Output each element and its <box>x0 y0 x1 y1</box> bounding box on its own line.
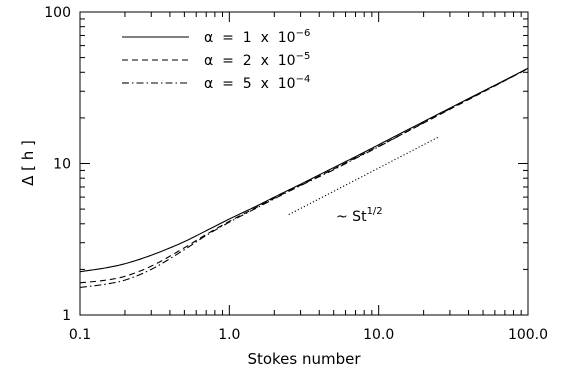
reference-annotation: ~ St1/2 <box>336 206 383 225</box>
y-tick-label: 1 <box>62 308 71 324</box>
y-tick-label: 10 <box>53 157 71 173</box>
legend-label: α = 1 x 10−6 <box>204 28 310 46</box>
x-tick-label: 1.0 <box>218 327 240 343</box>
axis-ticks: 0.1 1.0 10.0 100.0 1 10 100 <box>44 5 548 343</box>
series-line-2 <box>79 68 529 284</box>
y-axis-label: Δ [ h ] <box>19 140 37 186</box>
reference-exponent: 1/2 <box>367 206 383 217</box>
plot-lines <box>79 67 529 288</box>
reference-label: ~ St1/2 <box>336 206 383 225</box>
legend-exponent: −5 <box>296 51 311 62</box>
legend-exponent: −4 <box>296 74 311 85</box>
legend-exponent: −6 <box>296 28 311 39</box>
series-line-3 <box>79 67 529 288</box>
x-tick-label: 0.1 <box>69 327 91 343</box>
legend: α = 1 x 10−6 α = 2 x 10−5 α = 5 x 10−4 <box>122 28 310 92</box>
legend-label: α = 5 x 10−4 <box>204 74 310 92</box>
legend-label: α = 2 x 10−5 <box>204 51 310 69</box>
x-axis-label: Stokes number <box>247 350 361 368</box>
x-tick-label: 100.0 <box>508 327 548 343</box>
reference-line <box>288 136 439 216</box>
x-tick-label: 10.0 <box>363 327 394 343</box>
y-tick-label: 100 <box>44 5 71 21</box>
series-line-1 <box>79 67 529 273</box>
